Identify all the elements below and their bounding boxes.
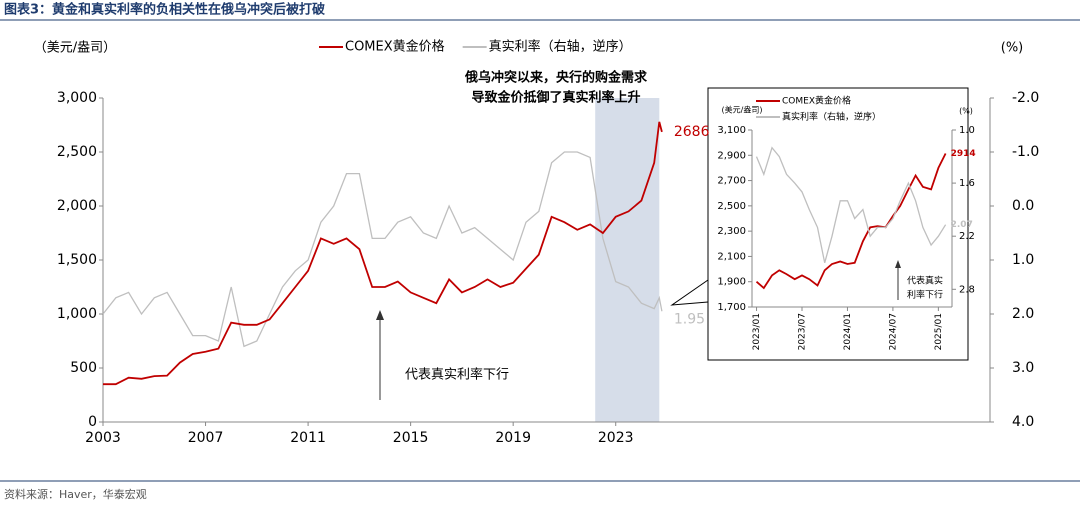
y2-tick-label: 4.0 bbox=[1012, 414, 1034, 430]
y2-axis-label: (%) bbox=[1001, 41, 1024, 56]
end-label: 2914 bbox=[951, 149, 976, 159]
x-tick-label: 2003 bbox=[85, 430, 121, 446]
series-line bbox=[102, 151, 663, 348]
legend-label: COMEX黄金价格 bbox=[345, 39, 445, 55]
y2-tick-label: 1.0 bbox=[1012, 252, 1034, 268]
y-tick-label: 0 bbox=[88, 414, 97, 430]
y-tick-label: 500 bbox=[70, 360, 97, 376]
x-tick-label: 2007 bbox=[188, 430, 224, 446]
annotation: 俄乌冲突以来，央行的购金需求 bbox=[464, 70, 648, 86]
annotation: 代表真实 bbox=[907, 275, 943, 287]
y-axis-label: (美元/盎司) bbox=[722, 105, 763, 115]
y2-tick-label: 0.0 bbox=[1012, 198, 1034, 214]
x-tick-label: 2024/01 bbox=[843, 313, 853, 350]
arrow-head bbox=[895, 260, 901, 268]
series-line bbox=[755, 153, 947, 290]
y-tick-label: 1,900 bbox=[717, 277, 746, 288]
x-tick-label: 2023/07 bbox=[798, 313, 808, 350]
end-label: 2.07 bbox=[951, 220, 973, 230]
end-label: 2686 bbox=[674, 124, 710, 140]
annotation: 利率下行 bbox=[907, 289, 943, 301]
y-tick-label: 1,700 bbox=[717, 302, 746, 313]
y-axis-label: （美元/盎司） bbox=[34, 41, 116, 56]
x-tick-label: 2011 bbox=[290, 430, 326, 446]
y2-tick-label: -2.0 bbox=[1012, 90, 1039, 106]
legend-label: 真实利率（右轴，逆序） bbox=[489, 39, 632, 55]
x-tick-label: 2019 bbox=[495, 430, 531, 446]
y-tick-label: 3,000 bbox=[57, 90, 97, 106]
y-tick-label: 2,700 bbox=[717, 176, 746, 187]
y-tick-label: 2,500 bbox=[717, 201, 746, 212]
shade-band bbox=[595, 98, 660, 422]
x-tick-label: 2024/07 bbox=[888, 313, 898, 350]
series-line bbox=[755, 146, 947, 263]
annotation: 代表真实利率下行 bbox=[405, 367, 509, 383]
y-tick-label: 2,000 bbox=[57, 198, 97, 214]
end-label: 1.95 bbox=[674, 311, 705, 327]
y-tick-label: 2,500 bbox=[57, 144, 97, 160]
legend-label: COMEX黄金价格 bbox=[782, 95, 851, 107]
y2-tick-label: 2.0 bbox=[1012, 306, 1034, 322]
y-tick-label: 2,100 bbox=[717, 251, 746, 262]
y-tick-label: 1,000 bbox=[57, 306, 97, 322]
legend-label: 真实利率（右轴，逆序） bbox=[782, 111, 881, 123]
y2-axis-label: (%) bbox=[959, 107, 973, 116]
x-tick-label: 2023 bbox=[598, 430, 634, 446]
x-tick-label: 2023/01 bbox=[752, 313, 762, 350]
source: 资料来源：Haver，华泰宏观 bbox=[4, 487, 147, 501]
x-tick-label: 2015 bbox=[393, 430, 429, 446]
y-tick-label: 2,300 bbox=[717, 226, 746, 237]
y2-tick-label: 2.2 bbox=[959, 231, 975, 242]
series-line bbox=[103, 121, 663, 386]
annotation: 导致金价抵御了真实利率上升 bbox=[471, 90, 640, 106]
y2-tick-label: 1.0 bbox=[959, 125, 975, 136]
y-tick-label: 1,500 bbox=[57, 252, 97, 268]
arrow-head bbox=[376, 310, 384, 320]
y2-tick-label: -1.0 bbox=[1012, 144, 1039, 160]
y2-tick-label: 2.8 bbox=[959, 284, 975, 295]
y-tick-label: 3,100 bbox=[717, 125, 746, 136]
y-tick-label: 2,900 bbox=[717, 150, 746, 161]
x-tick-label: 2025/01 bbox=[934, 313, 944, 350]
y2-tick-label: 1.6 bbox=[959, 178, 975, 189]
title: 图表3：黄金和真实利率的负相关性在俄乌冲突后被打破 bbox=[4, 2, 325, 18]
inset-frame bbox=[707, 87, 969, 361]
inset-connector bbox=[670, 279, 709, 306]
y2-tick-label: 3.0 bbox=[1012, 360, 1034, 376]
